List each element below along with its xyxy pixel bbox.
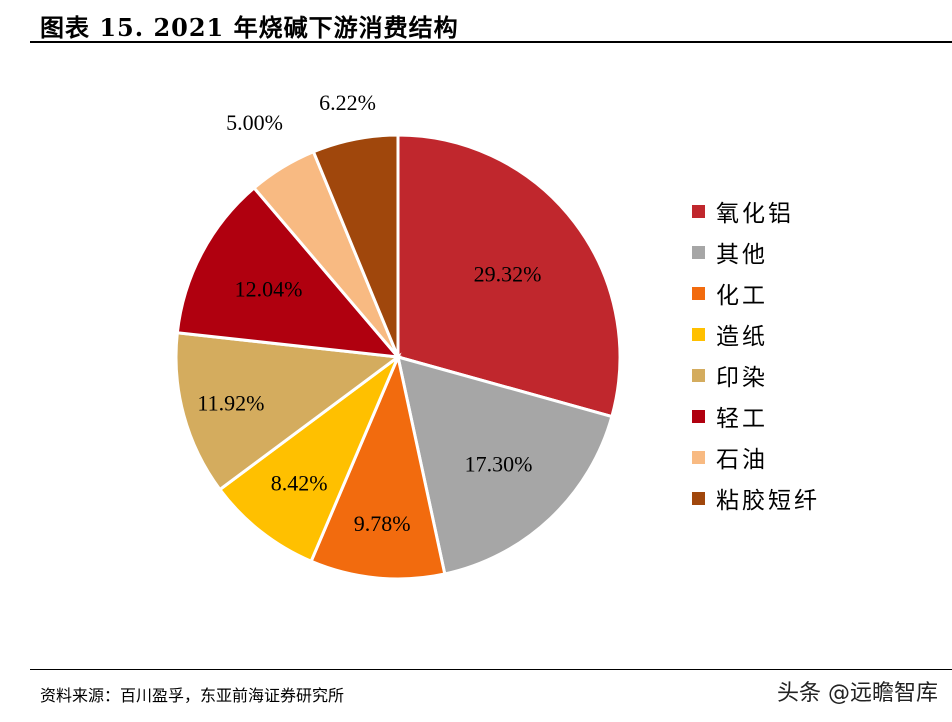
pie-slice-1 bbox=[396, 133, 622, 419]
slice-label-4: 8.42% bbox=[271, 471, 328, 496]
pie-slice-6 bbox=[175, 185, 402, 359]
legend-swatch-6 bbox=[692, 410, 705, 423]
legend-label-7: 石油 bbox=[716, 447, 768, 473]
title-divider bbox=[30, 41, 952, 43]
chart-title: 图表 15. 2021 年烧碱下游消费结构 bbox=[40, 13, 459, 42]
legend-label-2: 其他 bbox=[716, 242, 768, 268]
legend-label-3: 化工 bbox=[716, 283, 768, 309]
slice-label-3: 9.78% bbox=[354, 511, 411, 536]
legend-swatch-8 bbox=[692, 492, 705, 505]
slice-label-5: 11.92% bbox=[197, 390, 264, 415]
pie-slice-5 bbox=[174, 331, 402, 492]
legend-label-4: 造纸 bbox=[716, 324, 768, 350]
source-note: 资料来源：百川盈孚，东亚前海证券研究所 bbox=[40, 686, 345, 705]
slice-label-6: 12.04% bbox=[235, 276, 303, 301]
pie-slice-2 bbox=[396, 354, 614, 576]
pie-slice-4 bbox=[217, 352, 402, 564]
watermark: 头条 @远瞻智库 bbox=[777, 681, 938, 706]
legend-swatch-2 bbox=[692, 246, 705, 259]
legend-swatch-1 bbox=[692, 205, 705, 218]
slice-label-7: 5.00% bbox=[226, 110, 283, 135]
legend-swatch-5 bbox=[692, 369, 705, 382]
slice-label-2: 17.30% bbox=[465, 452, 533, 477]
legend-label-1: 氧化铝 bbox=[716, 201, 794, 227]
legend-label-5: 印染 bbox=[716, 365, 768, 391]
legend-label-6: 轻工 bbox=[716, 406, 768, 432]
legend-swatch-4 bbox=[692, 328, 705, 341]
footer-divider bbox=[30, 669, 952, 670]
slice-label-8: 6.22% bbox=[319, 90, 376, 115]
pie-chart: 29.32% 17.30% 9.78% 8.42% 11.92% 12.04% 5.00% 6… bbox=[174, 90, 820, 581]
legend-label-8: 粘胶短纤 bbox=[716, 488, 820, 514]
slice-label-1: 29.32% bbox=[474, 262, 542, 287]
pie-slice-8 bbox=[311, 133, 400, 358]
legend-swatch-7 bbox=[692, 451, 705, 464]
legend-swatch-3 bbox=[692, 287, 705, 300]
pie-slice-3 bbox=[309, 352, 447, 581]
